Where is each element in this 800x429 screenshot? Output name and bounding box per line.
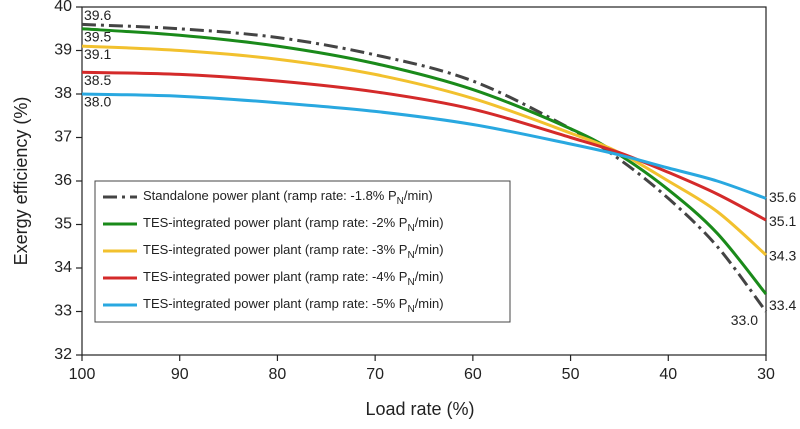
y-tick-label: 39 xyxy=(54,42,72,59)
data-label: 38.0 xyxy=(84,94,111,110)
data-label: 33.4 xyxy=(769,297,796,313)
y-tick-label: 36 xyxy=(54,172,72,189)
data-label: 39.5 xyxy=(84,28,111,44)
y-tick-label: 32 xyxy=(54,346,72,363)
plot-frame xyxy=(81,6,767,356)
x-tick-label: 30 xyxy=(757,366,775,383)
data-label: 39.1 xyxy=(84,46,111,62)
data-label: 35.1 xyxy=(769,213,796,229)
legend-label: TES-integrated power plant (ramp rate: -… xyxy=(143,242,444,260)
series-line xyxy=(81,92,767,200)
y-tick-label: 40 xyxy=(54,0,72,15)
data-label: 38.5 xyxy=(84,72,111,88)
x-tick-label: 70 xyxy=(366,366,384,383)
x-tick-label: 50 xyxy=(562,366,580,383)
x-tick-label: 40 xyxy=(659,366,677,383)
data-label: 35.6 xyxy=(769,189,796,205)
y-tick-label: 33 xyxy=(54,303,72,320)
data-label: 34.3 xyxy=(769,248,796,264)
y-tick-label: 37 xyxy=(54,129,72,146)
series-line xyxy=(81,44,767,257)
legend-label: TES-integrated power plant (ramp rate: -… xyxy=(143,269,444,287)
x-tick-label: 60 xyxy=(464,366,482,383)
y-tick-label: 38 xyxy=(54,85,72,102)
x-tick-label: 80 xyxy=(269,366,287,383)
legend-label: Standalone power plant (ramp rate: -1.8%… xyxy=(143,188,433,206)
x-tick-label: 100 xyxy=(69,366,96,383)
series-line xyxy=(81,27,768,296)
legend-label: TES-integrated power plant (ramp rate: -… xyxy=(143,215,444,233)
data-label: 33.0 xyxy=(731,312,758,328)
y-tick-label: 35 xyxy=(54,216,72,233)
data-label: 39.6 xyxy=(84,7,111,23)
legend-label: TES-integrated power plant (ramp rate: -… xyxy=(143,296,444,314)
x-axis-title: Load rate (%) xyxy=(365,399,474,419)
y-tick-label: 34 xyxy=(54,259,72,276)
series-line xyxy=(81,22,768,313)
series-line xyxy=(81,70,767,222)
y-axis-title: Exergy efficiency (%) xyxy=(11,97,31,266)
x-tick-label: 90 xyxy=(171,366,189,383)
legend-box xyxy=(94,180,511,323)
